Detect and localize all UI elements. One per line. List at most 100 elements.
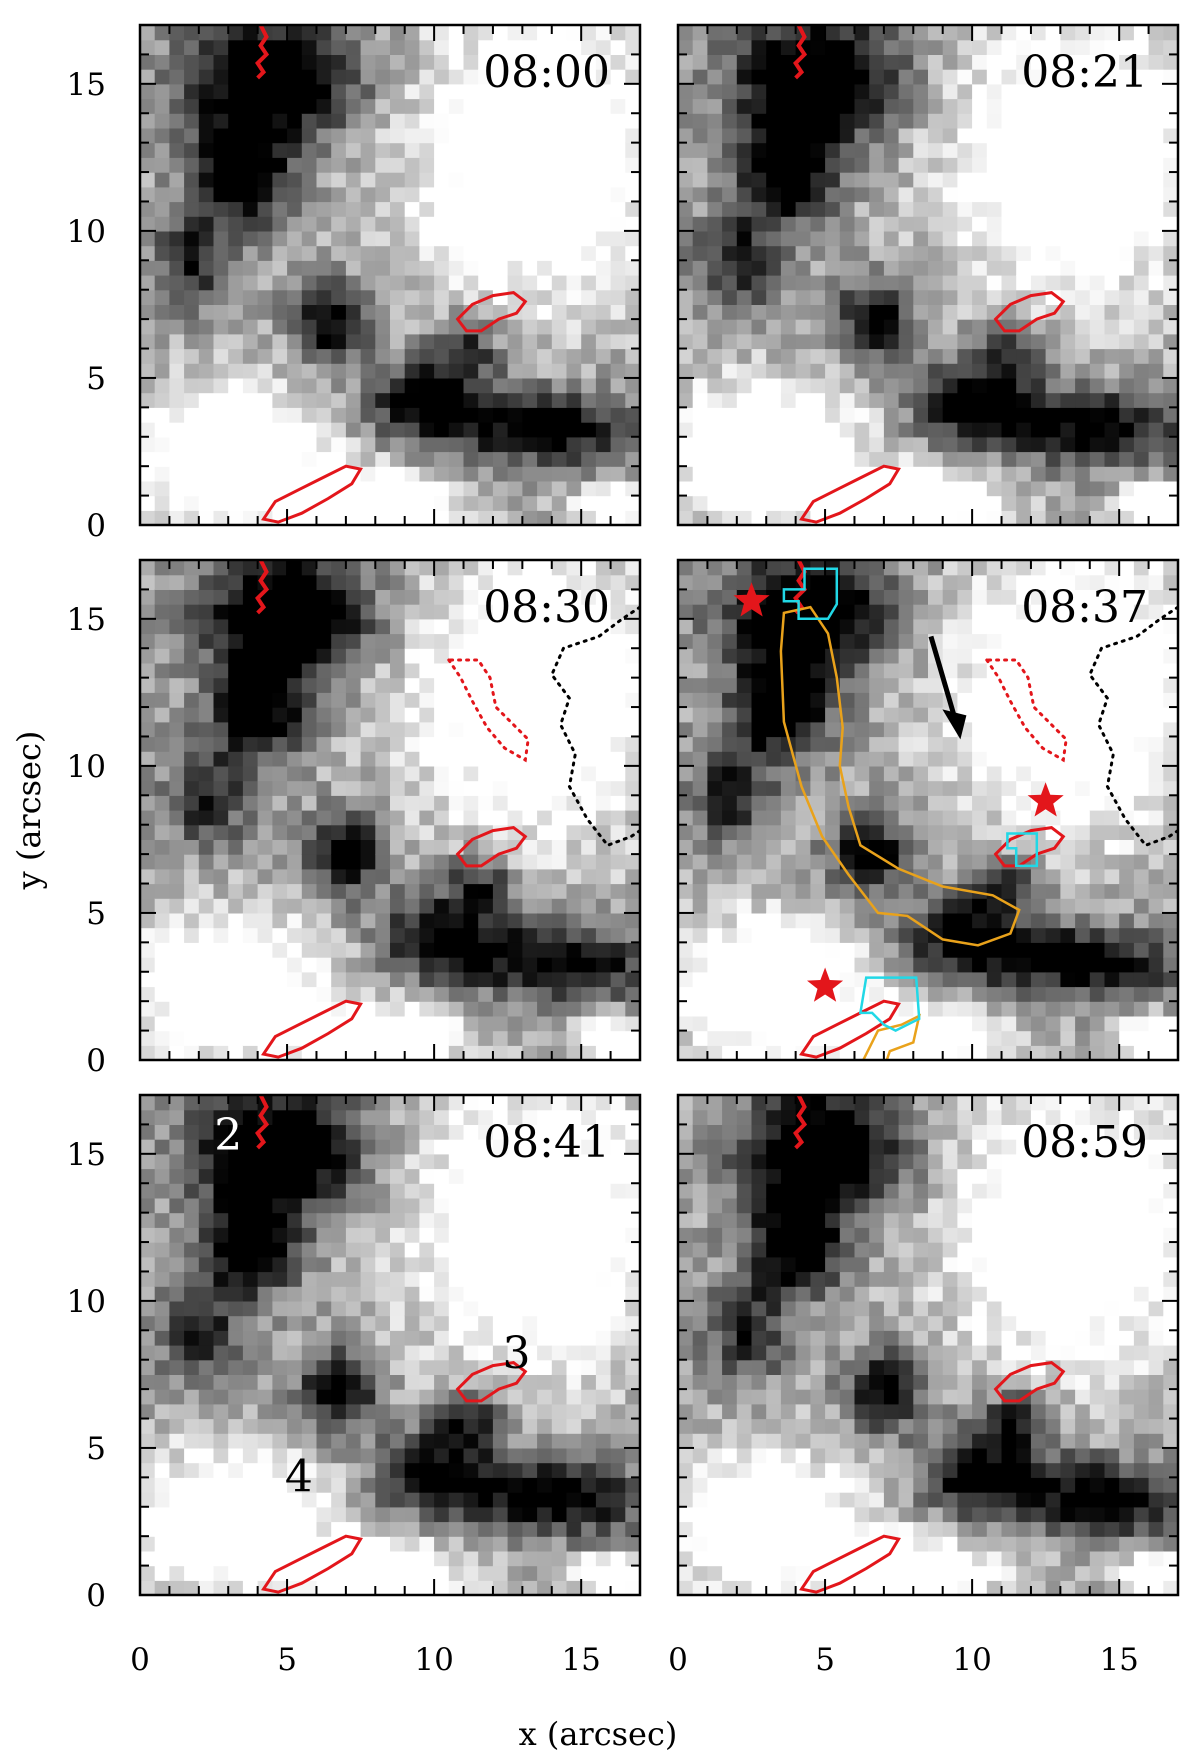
- map-pixel: [404, 648, 420, 664]
- map-pixel: [566, 736, 582, 752]
- map-pixel: [419, 363, 435, 379]
- map-pixel: [272, 633, 288, 649]
- map-pixel: [751, 260, 767, 276]
- map-pixel: [1075, 1001, 1091, 1017]
- map-pixel: [434, 648, 450, 664]
- map-pixel: [839, 186, 856, 203]
- map-pixel: [1104, 54, 1120, 70]
- map-pixel: [957, 662, 973, 679]
- map-pixel: [625, 868, 640, 885]
- map-pixel: [707, 868, 723, 885]
- map-pixel: [869, 883, 885, 899]
- map-pixel: [448, 898, 465, 914]
- map-pixel: [766, 436, 782, 453]
- map-pixel: [972, 971, 988, 988]
- map-pixel: [854, 604, 870, 620]
- map-pixel: [551, 495, 568, 511]
- map-pixel: [331, 201, 347, 217]
- map-pixel: [478, 912, 494, 929]
- map-pixel: [551, 54, 568, 70]
- map-pixel: [595, 839, 612, 855]
- map-pixel: [986, 604, 1003, 620]
- map-pixel: [213, 824, 229, 840]
- map-pixel: [478, 54, 494, 70]
- map-pixel: [1133, 560, 1150, 576]
- map-pixel: [692, 1015, 708, 1032]
- map-pixel: [986, 1001, 1003, 1017]
- map-pixel: [390, 912, 406, 929]
- map-pixel: [957, 348, 973, 364]
- map-pixel: [257, 927, 273, 943]
- map-pixel: [825, 127, 841, 144]
- map-pixel: [537, 83, 553, 100]
- map-pixel: [625, 436, 640, 453]
- map-pixel: [507, 927, 523, 943]
- map-pixel: [898, 348, 914, 364]
- map-pixel: [678, 230, 694, 247]
- map-pixel: [1148, 971, 1164, 988]
- map-pixel: [1119, 618, 1135, 635]
- map-pixel: [1104, 942, 1120, 958]
- map-pixel: [957, 113, 973, 129]
- map-pixel: [825, 662, 841, 679]
- map-pixel: [404, 377, 420, 394]
- map-pixel: [854, 510, 870, 525]
- map-pixel: [154, 824, 170, 840]
- map-pixel: [1148, 824, 1164, 840]
- map-pixel: [913, 604, 929, 620]
- map-pixel: [434, 604, 450, 620]
- map-pixel: [869, 172, 885, 188]
- map-pixel: [272, 451, 288, 467]
- map-pixel: [581, 304, 597, 320]
- map-pixel: [140, 304, 156, 320]
- map-pixel: [140, 692, 156, 708]
- map-pixel: [1163, 1030, 1178, 1046]
- map-pixel: [390, 113, 406, 129]
- map-pixel: [957, 633, 973, 649]
- map-pixel: [331, 69, 347, 85]
- map-pixel: [1060, 751, 1076, 767]
- map-pixel: [1089, 289, 1106, 305]
- map-pixel: [810, 275, 826, 291]
- map-pixel: [492, 574, 509, 590]
- map-pixel: [184, 898, 200, 914]
- map-pixel: [1016, 127, 1032, 144]
- map-pixel: [1119, 39, 1135, 55]
- map-pixel: [198, 319, 215, 335]
- map-pixel: [986, 677, 1003, 693]
- map-pixel: [257, 854, 273, 870]
- map-pixel: [184, 927, 200, 943]
- map-pixel: [1133, 927, 1150, 943]
- map-pixel: [825, 751, 841, 767]
- map-pixel: [913, 201, 929, 217]
- map-pixel: [957, 39, 973, 55]
- map-pixel: [316, 839, 332, 855]
- map-pixel: [1163, 142, 1178, 158]
- map-pixel: [942, 172, 958, 188]
- map-pixel: [736, 230, 753, 247]
- map-pixel: [595, 39, 612, 55]
- map-pixel: [1075, 839, 1091, 855]
- map-pixel: [228, 971, 244, 988]
- map-pixel: [184, 839, 200, 855]
- map-pixel: [942, 1015, 958, 1032]
- map-pixel: [780, 1030, 797, 1046]
- map-pixel: [780, 839, 797, 855]
- map-pixel: [184, 824, 200, 840]
- map-pixel: [537, 142, 553, 158]
- map-pixel: [625, 1001, 640, 1017]
- map-pixel: [1119, 54, 1135, 70]
- map-pixel: [1060, 127, 1076, 144]
- map-pixel: [522, 422, 538, 438]
- map-pixel: [419, 495, 435, 511]
- map-pixel: [1075, 216, 1091, 232]
- map-pixel: [986, 942, 1003, 958]
- map-pixel: [434, 1045, 450, 1060]
- map-pixel: [1030, 289, 1047, 305]
- map-pixel: [766, 83, 782, 100]
- map-pixel: [942, 245, 958, 261]
- map-pixel: [492, 480, 509, 497]
- map-pixel: [551, 971, 568, 988]
- map-pixel: [692, 957, 708, 973]
- map-pixel: [390, 868, 406, 885]
